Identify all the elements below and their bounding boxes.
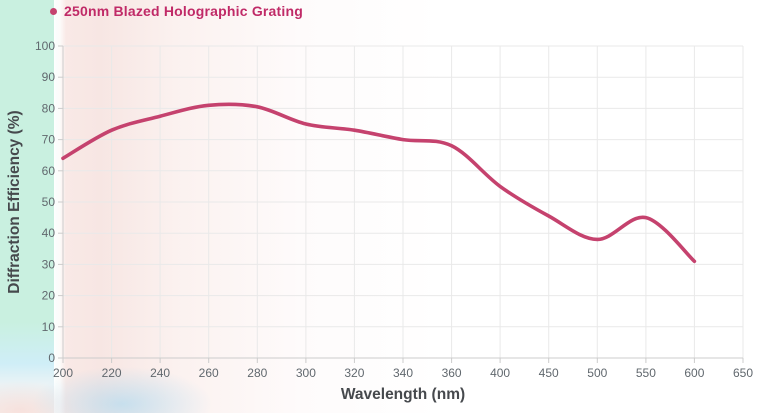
y-tick-label: 50 <box>42 195 56 209</box>
y-tick-label: 20 <box>42 289 56 303</box>
x-tick-label: 550 <box>636 366 656 380</box>
x-tick-label: 360 <box>442 366 462 380</box>
x-tick-label: 220 <box>102 366 122 380</box>
y-tick-label: 10 <box>42 320 56 334</box>
legend[interactable]: 250nm Blazed Holographic Grating <box>50 3 303 19</box>
x-tick-label: 450 <box>539 366 559 380</box>
x-tick-label: 650 <box>733 366 753 380</box>
series-line[interactable] <box>61 102 697 264</box>
legend-point-icon <box>50 7 57 15</box>
x-tick-label: 300 <box>296 366 316 380</box>
x-tick-label: 600 <box>684 366 704 380</box>
x-tick-label: 240 <box>150 366 170 380</box>
x-tick-label: 500 <box>587 366 607 380</box>
y-tick-label: 60 <box>42 164 56 178</box>
x-tick-label: 400 <box>490 366 510 380</box>
x-tick-label: 280 <box>247 366 267 380</box>
y-tick-label: 80 <box>42 101 56 115</box>
y-tick-label: 100 <box>35 39 55 53</box>
x-axis-title: Wavelength (nm) <box>340 386 466 403</box>
legend-label: 250nm Blazed Holographic Grating <box>64 3 303 19</box>
x-tick-label: 340 <box>393 366 413 380</box>
x-tick-label: 200 <box>53 366 73 380</box>
x-tick-label: 260 <box>199 366 219 380</box>
y-tick-label: 30 <box>42 257 56 271</box>
y-tick-label: 70 <box>42 133 56 147</box>
y-tick-label: 0 <box>48 351 55 365</box>
x-tick-label: 320 <box>344 366 364 380</box>
y-tick-label: 90 <box>42 70 56 84</box>
y-tick-label: 40 <box>42 226 56 240</box>
